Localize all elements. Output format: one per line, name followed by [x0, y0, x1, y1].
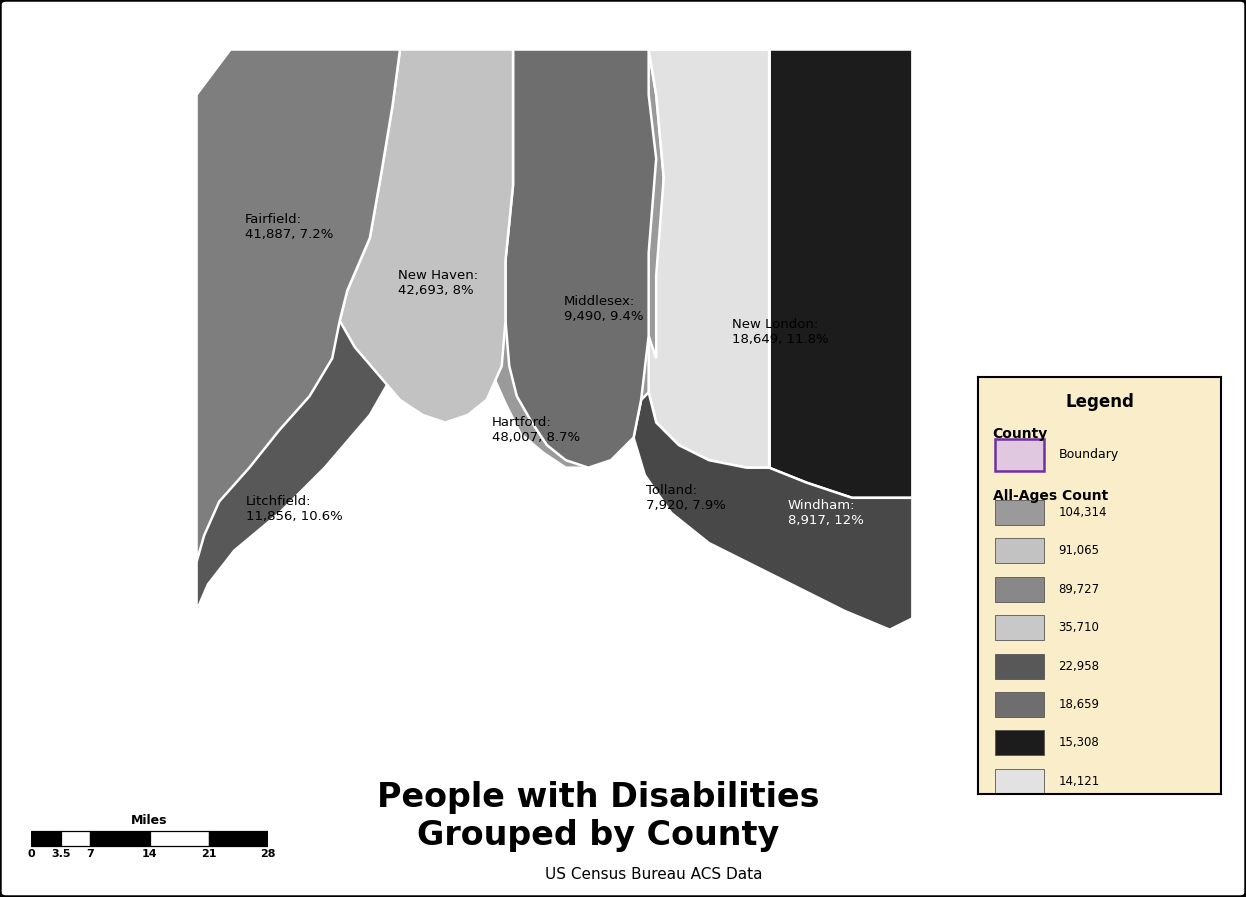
Text: 91,065: 91,065: [1058, 544, 1099, 557]
Text: Miles: Miles: [131, 814, 168, 827]
Text: 28: 28: [260, 849, 275, 859]
Bar: [996, 730, 1044, 755]
Text: Windham:
8,917, 12%: Windham: 8,917, 12%: [787, 499, 863, 527]
Bar: [150, 832, 208, 846]
Bar: [61, 832, 90, 846]
Text: Legend: Legend: [1065, 394, 1134, 412]
Text: 22,958: 22,958: [1058, 659, 1099, 673]
Text: US Census Bureau ACS Data: US Census Bureau ACS Data: [546, 867, 763, 882]
Bar: [996, 769, 1044, 794]
Text: Fairfield:
41,887, 7.2%: Fairfield: 41,887, 7.2%: [245, 213, 334, 240]
Text: Litchfield:
11,856, 10.6%: Litchfield: 11,856, 10.6%: [247, 495, 343, 523]
Text: All-Ages Count: All-Ages Count: [993, 490, 1108, 503]
Text: New Haven:
42,693, 8%: New Haven: 42,693, 8%: [397, 269, 477, 297]
Polygon shape: [769, 49, 912, 498]
Polygon shape: [649, 49, 769, 467]
Text: 0: 0: [27, 849, 35, 859]
Text: Tolland:
7,920, 7.9%: Tolland: 7,920, 7.9%: [647, 483, 726, 512]
Text: 104,314: 104,314: [1058, 506, 1106, 518]
Bar: [996, 654, 1044, 678]
Text: New London:
18,649, 11.8%: New London: 18,649, 11.8%: [733, 318, 829, 346]
Text: 18,659: 18,659: [1058, 698, 1099, 711]
Polygon shape: [430, 49, 664, 467]
Bar: [208, 832, 268, 846]
Polygon shape: [197, 49, 430, 758]
Polygon shape: [633, 49, 912, 630]
Polygon shape: [340, 49, 513, 422]
Text: Boundary: Boundary: [1058, 448, 1119, 461]
Text: 14,121: 14,121: [1058, 775, 1099, 788]
Bar: [996, 615, 1044, 640]
Polygon shape: [506, 49, 657, 467]
Text: 21: 21: [201, 849, 217, 859]
Bar: [996, 440, 1044, 471]
Text: 35,710: 35,710: [1058, 621, 1099, 634]
Text: 15,308: 15,308: [1058, 736, 1099, 749]
Text: People with Disabilities
Grouped by County: People with Disabilities Grouped by Coun…: [376, 780, 820, 852]
Text: 3.5: 3.5: [51, 849, 71, 859]
Text: Hartford:
48,007, 8.7%: Hartford: 48,007, 8.7%: [492, 416, 579, 444]
Bar: [996, 577, 1044, 602]
Bar: [31, 832, 61, 846]
Bar: [90, 832, 150, 846]
Bar: [996, 500, 1044, 525]
Text: 7: 7: [86, 849, 95, 859]
Text: 89,727: 89,727: [1058, 583, 1099, 596]
Polygon shape: [197, 49, 400, 562]
Text: Middlesex:
9,490, 9.4%: Middlesex: 9,490, 9.4%: [563, 295, 643, 324]
Bar: [996, 538, 1044, 563]
Bar: [996, 692, 1044, 717]
Text: County: County: [993, 427, 1048, 440]
Text: 14: 14: [142, 849, 157, 859]
